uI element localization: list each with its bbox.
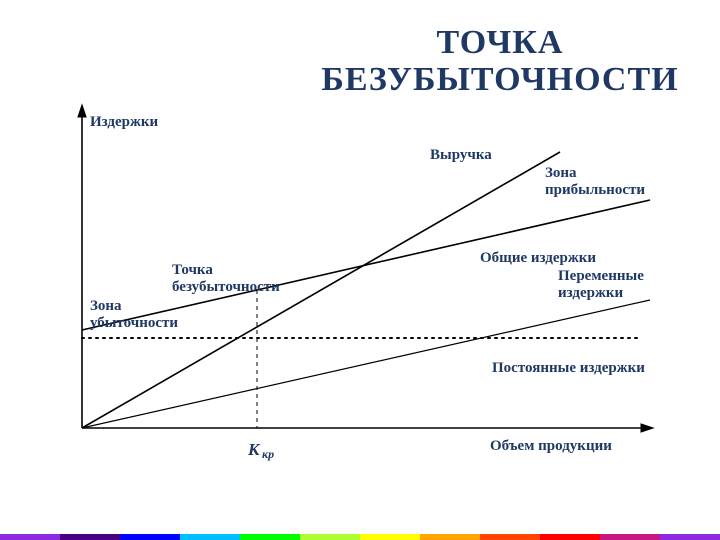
rainbow-segment (60, 534, 120, 540)
rainbow-segment (660, 534, 720, 540)
rainbow-segment (540, 534, 600, 540)
revenue-label: Выручка (430, 147, 492, 164)
loss-zone-label: Зона убыточности (90, 298, 178, 333)
bep-label: Точка безубыточности (172, 262, 280, 297)
rainbow-segment (120, 534, 180, 540)
rainbow-segment (240, 534, 300, 540)
rainbow-segment (600, 534, 660, 540)
total-costs-label: Общие издержки (480, 250, 596, 267)
revenue-line (82, 152, 560, 428)
x-axis-label: Объем продукции (490, 438, 612, 455)
rainbow-segment (360, 534, 420, 540)
profit-zone-label: Зона прибыльности (545, 165, 645, 200)
k-kr-label: К (248, 440, 260, 460)
fixed-costs-label: Постоянные издержки (492, 360, 645, 377)
rainbow-segment (420, 534, 480, 540)
rainbow-segment (480, 534, 540, 540)
rainbow-segment (300, 534, 360, 540)
rainbow-stripe (0, 534, 720, 540)
y-axis-label: Издержки (90, 114, 158, 131)
k-kr-sub-label: кр (262, 448, 274, 462)
rainbow-segment (180, 534, 240, 540)
slide: ТОЧКА БЕЗУБЫТОЧНОСТИ Издержки Выручка Зо… (0, 0, 720, 540)
variable-costs-label: Переменные издержки (558, 268, 644, 303)
rainbow-segment (0, 534, 60, 540)
